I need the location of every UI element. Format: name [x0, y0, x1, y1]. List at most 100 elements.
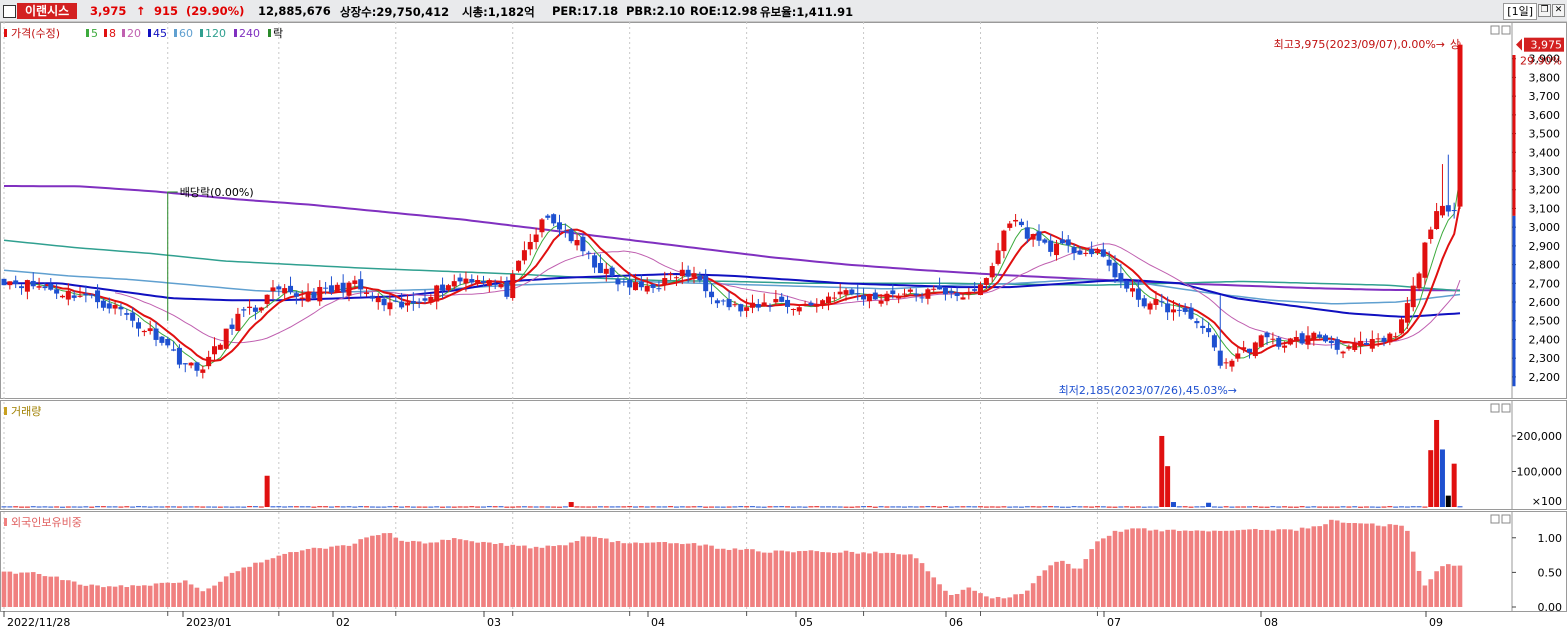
foreign-bar — [872, 551, 878, 607]
dividend-label: 배당락(0.00%) — [180, 186, 254, 199]
foreign-bar — [182, 580, 188, 607]
close-icon[interactable]: ✕ — [1552, 4, 1565, 17]
volume-bar — [1217, 506, 1223, 508]
foreign-bar — [1042, 570, 1048, 607]
y-tick-label: 3,700 — [1529, 90, 1561, 103]
volume-bar — [995, 506, 1001, 508]
volume-bar — [814, 506, 820, 508]
volume-bar — [744, 506, 750, 508]
foreign-bar — [1369, 523, 1375, 607]
volume-bar — [1422, 506, 1428, 508]
volume-bar — [1170, 502, 1176, 507]
candle-body — [738, 304, 744, 312]
ma45-line — [4, 272, 1461, 318]
panel-minimize-icon — [1490, 514, 1500, 524]
foreign-bar — [457, 539, 463, 607]
foreign-bar — [1013, 594, 1018, 607]
select-checkbox[interactable] — [3, 5, 16, 18]
volume-bar — [36, 506, 42, 508]
foreign-bar — [422, 543, 428, 607]
volume-bar — [258, 506, 264, 508]
volume-bar — [264, 475, 270, 507]
volume-bar — [796, 506, 802, 508]
volume-bar — [820, 506, 826, 508]
foreign-bar — [1229, 530, 1235, 607]
candle-body — [820, 300, 826, 306]
foreign-bar — [1030, 583, 1036, 607]
candle-body — [907, 289, 913, 292]
volume-bar — [1054, 506, 1060, 508]
candle-body — [521, 250, 527, 261]
foreign-bar — [744, 548, 749, 607]
listed-shares: 상장수:29,750,412 — [340, 5, 450, 19]
foreign-bar — [1288, 529, 1293, 607]
price-change: 915 — [154, 4, 179, 18]
foreign-tick-label: 1.00 — [1538, 532, 1563, 545]
y-tick-label: 3,200 — [1529, 184, 1561, 197]
volume-bar — [387, 506, 393, 508]
candle-body — [627, 279, 633, 288]
stock-name[interactable]: 이랜시스 — [17, 3, 78, 19]
foreign-bar — [1293, 530, 1299, 607]
candle-body — [1328, 340, 1334, 343]
volume-bar — [340, 506, 346, 508]
candle-body — [890, 290, 896, 295]
candle-body — [790, 308, 796, 310]
volume-bar — [1369, 506, 1375, 508]
foreign-bar — [66, 580, 71, 607]
candle-body — [551, 214, 557, 224]
volume-bar — [112, 506, 118, 508]
foreign-bar — [83, 585, 89, 607]
foreign-bar — [1001, 598, 1007, 607]
volume-bar — [1340, 506, 1346, 508]
stock-chart[interactable]: 2022/11/28 2023/01 02 03 04 05 06 07 08 09 2,200 2,… — [0, 22, 1567, 630]
candle-body — [71, 295, 77, 298]
volume-bar — [1153, 506, 1159, 508]
volume-bar — [1001, 506, 1007, 508]
foreign-bar — [223, 576, 229, 607]
volume-bar — [480, 506, 486, 508]
candle-body — [1381, 337, 1387, 342]
volume-bar — [1399, 506, 1405, 508]
volume-bar — [1165, 466, 1171, 507]
candle-body — [884, 293, 890, 302]
volume-bar — [124, 506, 130, 508]
foreign-bar — [1065, 563, 1071, 607]
volume-bar — [19, 506, 25, 508]
candle-body — [1176, 309, 1182, 311]
foreign-bar — [19, 572, 24, 607]
foreign-bar — [1124, 529, 1129, 607]
candle-body — [942, 287, 948, 295]
candle-body — [42, 286, 48, 289]
candle-body — [229, 324, 235, 329]
volume-panel — [0, 400, 1567, 510]
foreign-bar — [1136, 528, 1141, 607]
volume-bar — [1305, 506, 1311, 508]
candle-body — [1270, 338, 1276, 340]
candle-body — [1369, 338, 1375, 349]
candle-body — [516, 260, 522, 271]
volume-bar — [510, 506, 516, 508]
foreign-bar — [95, 585, 100, 607]
period-selector[interactable]: [1일] — [1503, 3, 1537, 20]
foreign-bar — [843, 550, 849, 607]
foreign-bar — [416, 541, 422, 607]
foreign-bar — [984, 596, 989, 607]
volume-bar — [592, 506, 598, 508]
volume-bar — [282, 506, 288, 508]
foreign-bar — [1311, 526, 1317, 607]
candle-body — [369, 295, 375, 299]
candle-body — [340, 282, 346, 293]
volume-bar — [504, 506, 510, 508]
foreign-bar — [282, 553, 287, 607]
volume-bar — [328, 506, 334, 508]
foreign-bar — [890, 552, 896, 607]
foreign-bar — [1147, 530, 1153, 607]
foreign-bar — [1177, 530, 1182, 607]
volume-bar — [615, 506, 621, 508]
candle-body — [901, 293, 907, 295]
volume-bar — [1375, 506, 1381, 508]
restore-icon[interactable]: ❐ — [1538, 4, 1551, 17]
volume-bar — [691, 506, 697, 508]
foreign-bar — [1334, 520, 1340, 607]
